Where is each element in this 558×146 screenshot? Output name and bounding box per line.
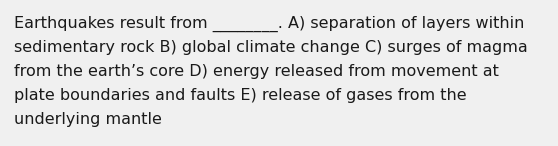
- Text: from the earth’s core D) energy released from movement at: from the earth’s core D) energy released…: [14, 64, 499, 79]
- Text: plate boundaries and faults E) release of gases from the: plate boundaries and faults E) release o…: [14, 88, 466, 103]
- Text: Earthquakes result from ________. A) separation of layers within: Earthquakes result from ________. A) sep…: [14, 16, 525, 32]
- Text: underlying mantle: underlying mantle: [14, 112, 162, 127]
- Text: sedimentary rock B) global climate change C) surges of magma: sedimentary rock B) global climate chang…: [14, 40, 528, 55]
